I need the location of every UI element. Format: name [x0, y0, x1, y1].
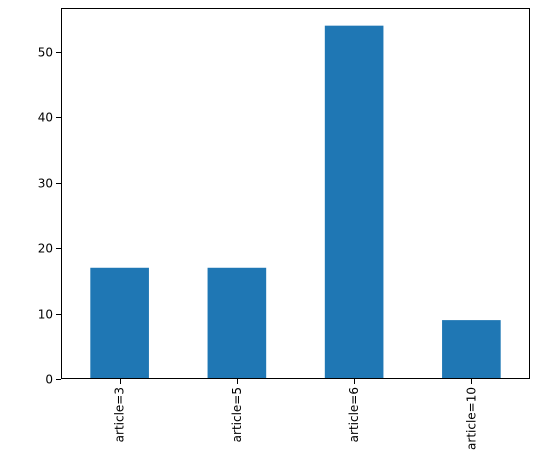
- bar: [90, 267, 149, 379]
- bars-group: [90, 25, 501, 380]
- y-tick-label: 0: [45, 373, 53, 387]
- x-tick-label: article=6: [347, 387, 361, 442]
- x-axis-ticks: article=3 article=5 article=6 article=10: [113, 379, 478, 450]
- y-tick-label: 20: [38, 242, 53, 256]
- plot-area-frame: [61, 8, 530, 379]
- y-tick-label: 40: [38, 111, 53, 125]
- bar: [442, 320, 501, 379]
- y-tick-label: 30: [38, 177, 53, 191]
- bar: [207, 267, 267, 379]
- x-tick-label: article=5: [230, 387, 244, 442]
- x-tick-label: article=3: [113, 387, 127, 442]
- y-axis-ticks: 0 10 20 30 40 50: [38, 46, 61, 387]
- y-tick-label: 10: [38, 308, 53, 322]
- x-tick-label: article=10: [464, 387, 478, 450]
- y-tick-label: 50: [38, 46, 53, 60]
- bar: [324, 25, 384, 380]
